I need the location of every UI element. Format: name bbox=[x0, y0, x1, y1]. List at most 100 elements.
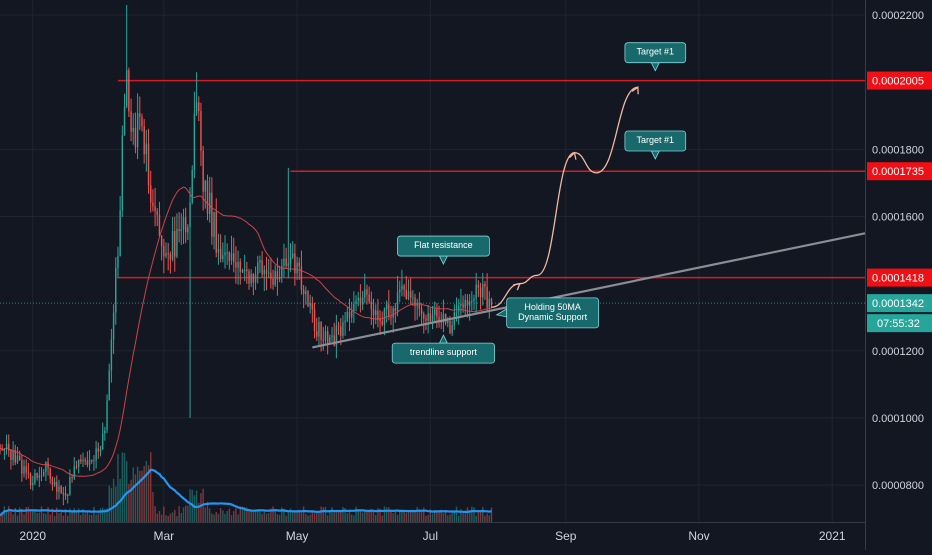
volume-bar bbox=[147, 465, 150, 522]
candle-body bbox=[298, 262, 300, 267]
volume-bar bbox=[272, 506, 274, 522]
candle-body bbox=[99, 449, 102, 452]
annotation-callout: Target #1 bbox=[624, 42, 687, 72]
volume-bar bbox=[0, 515, 1, 522]
candle-body bbox=[25, 466, 27, 473]
candle-body bbox=[455, 311, 458, 313]
candle-body bbox=[115, 267, 117, 313]
candle-body bbox=[243, 269, 246, 271]
volume-bar bbox=[396, 514, 399, 522]
volume-bar bbox=[243, 507, 246, 522]
current-price-badge bbox=[867, 294, 932, 313]
volume-bar bbox=[263, 511, 266, 522]
candle-body bbox=[482, 283, 484, 298]
candle-body bbox=[287, 263, 290, 266]
volume-bar bbox=[418, 510, 421, 522]
volume-bar bbox=[97, 513, 100, 522]
volume-bar bbox=[208, 508, 211, 522]
candle-body bbox=[466, 300, 469, 306]
volume-bar bbox=[106, 508, 108, 522]
volume-bar bbox=[154, 506, 156, 522]
volume-bar bbox=[198, 502, 200, 522]
volume-bar bbox=[12, 514, 14, 522]
candle-body bbox=[77, 459, 80, 467]
candle-body bbox=[150, 185, 152, 203]
volume-bar bbox=[482, 506, 484, 522]
candle-body bbox=[403, 285, 405, 290]
volume-bar bbox=[377, 508, 379, 522]
volume-bar bbox=[442, 513, 445, 522]
volume-bar bbox=[84, 513, 86, 522]
volume-ma-line bbox=[0, 468, 492, 517]
candle-body bbox=[141, 116, 143, 127]
grid-lines bbox=[0, 0, 865, 522]
volume-bar bbox=[374, 514, 377, 522]
volume-bar bbox=[394, 509, 397, 522]
volume-bar bbox=[414, 510, 416, 522]
candle-body bbox=[283, 258, 285, 266]
volume-bar bbox=[14, 508, 17, 522]
volume-bar bbox=[329, 510, 331, 522]
candle-body bbox=[193, 113, 196, 170]
candle-body bbox=[420, 308, 423, 315]
volume-bar bbox=[230, 514, 233, 522]
candle-body bbox=[344, 320, 346, 323]
candle-body bbox=[318, 322, 320, 337]
candle-body bbox=[134, 127, 137, 148]
volume-bar bbox=[420, 511, 423, 522]
candle-body bbox=[182, 217, 185, 230]
y-tick-label: 0.0000800 bbox=[872, 480, 924, 492]
annotation-box bbox=[397, 235, 490, 257]
candle-body bbox=[40, 475, 43, 477]
volume-bar bbox=[283, 508, 285, 522]
candle-body bbox=[272, 278, 274, 285]
candle-body bbox=[156, 211, 158, 215]
candle-body bbox=[353, 304, 355, 312]
volume-bar bbox=[477, 510, 480, 522]
volume-bar bbox=[91, 514, 93, 522]
candle-body bbox=[69, 477, 71, 495]
candle-body bbox=[471, 301, 473, 303]
volume-bar bbox=[23, 514, 25, 522]
candle-body bbox=[488, 298, 491, 308]
annotation-text: Flat resistance bbox=[414, 240, 473, 250]
candle-body bbox=[322, 339, 324, 341]
candle-body bbox=[309, 302, 311, 307]
volume-bar bbox=[366, 511, 368, 522]
volume-bar bbox=[337, 511, 340, 522]
volume-bar bbox=[486, 513, 488, 522]
volume-bar bbox=[479, 511, 482, 522]
volume-bar bbox=[8, 506, 10, 522]
volume-bar bbox=[75, 511, 78, 522]
volume-bar bbox=[451, 512, 453, 522]
annotation-box bbox=[506, 297, 600, 329]
volume-bar bbox=[145, 460, 148, 522]
candle-body bbox=[233, 253, 235, 263]
y-tick-label: 0.0001600 bbox=[872, 212, 924, 224]
volume-bar bbox=[298, 509, 300, 522]
volume-bar bbox=[3, 506, 6, 522]
volume-bar bbox=[359, 509, 362, 522]
volume-bar bbox=[60, 509, 62, 522]
price-candles bbox=[0, 5, 493, 506]
volume-bar bbox=[134, 474, 137, 522]
volume-bar bbox=[104, 509, 106, 522]
volume-bar bbox=[433, 509, 436, 522]
candle-body bbox=[390, 316, 392, 318]
volume-bar bbox=[42, 513, 45, 522]
volume-bar bbox=[27, 506, 30, 522]
volume-bar bbox=[340, 510, 342, 522]
volume-bar bbox=[318, 511, 320, 522]
volume-bar bbox=[473, 507, 475, 522]
candle-body bbox=[259, 260, 261, 263]
candle-body bbox=[370, 301, 373, 310]
candle-body bbox=[289, 256, 292, 264]
volume-bar bbox=[346, 513, 349, 522]
candle-body bbox=[3, 449, 6, 451]
candle-body bbox=[346, 311, 349, 321]
volume-bar bbox=[344, 507, 346, 522]
volume-bar bbox=[193, 495, 196, 522]
